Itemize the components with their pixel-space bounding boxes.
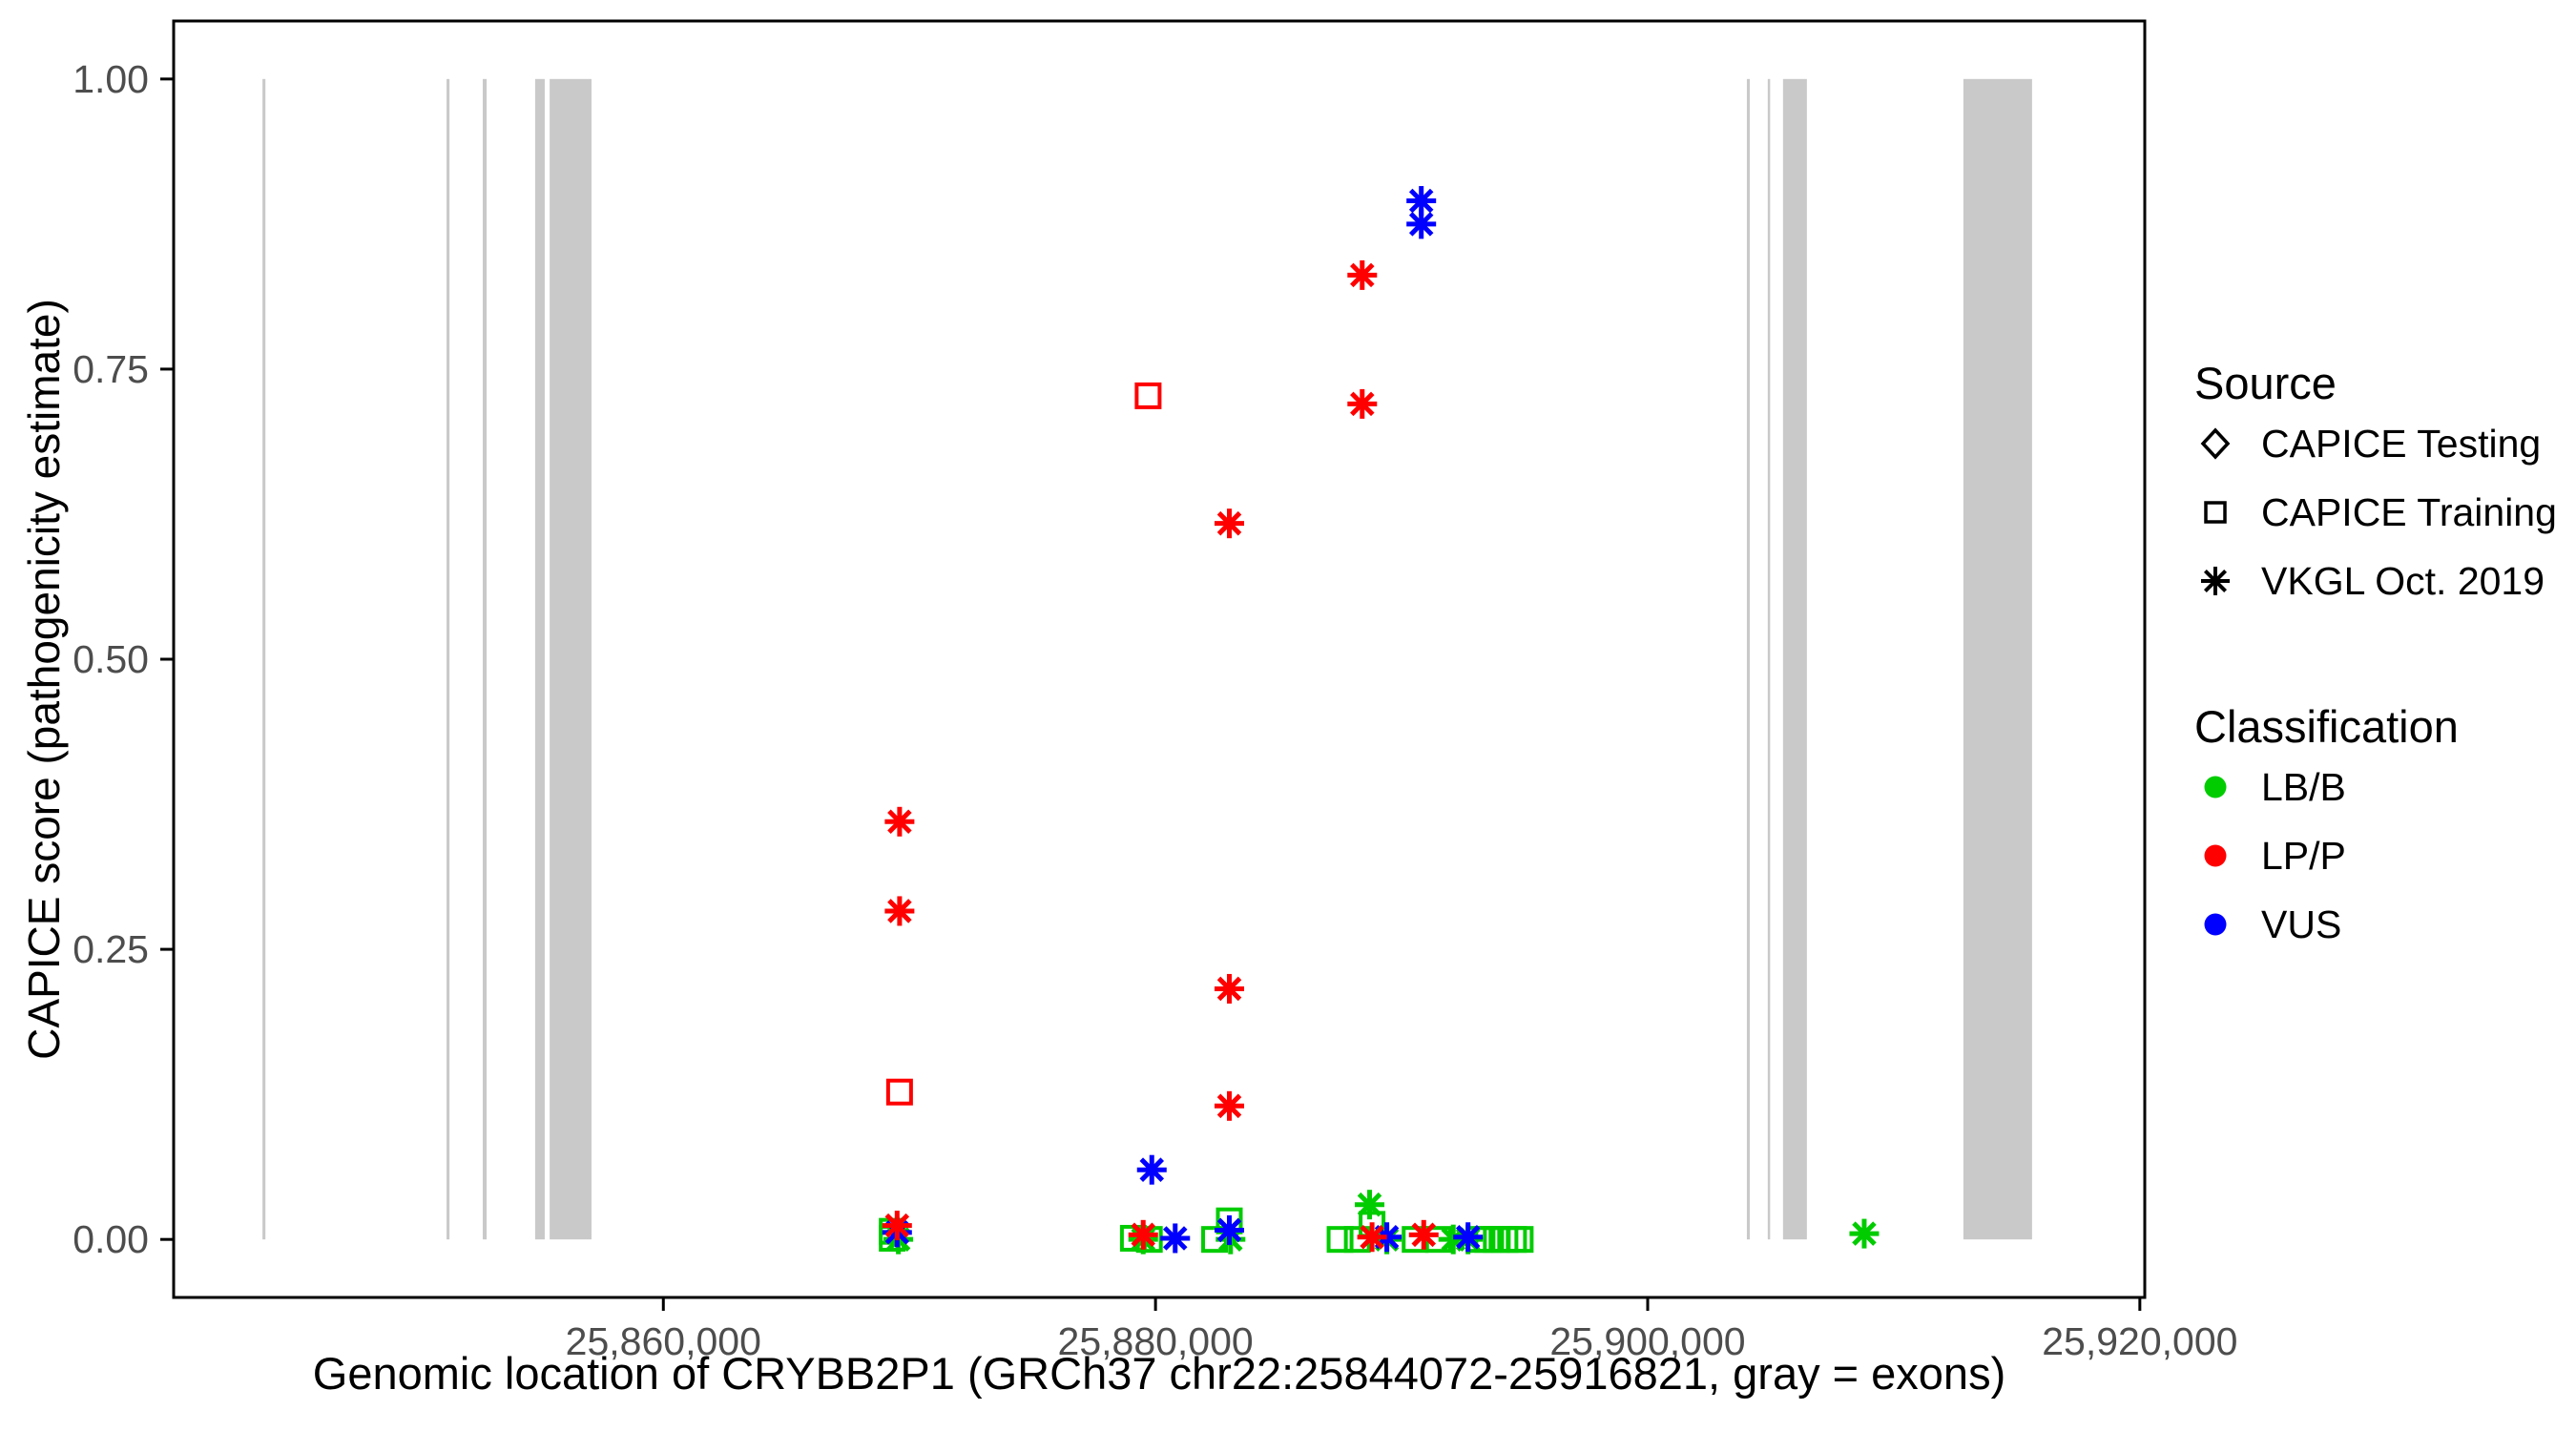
exon-bar (1782, 78, 1807, 1240)
square-icon (2204, 501, 2227, 524)
legend-classification-group: Classification LB/B LP/P VUS (2194, 701, 2572, 959)
green-dot-icon (2204, 776, 2227, 798)
diamond-icon (2200, 427, 2231, 460)
data-point (1453, 1222, 1484, 1253)
data-point (1326, 1226, 1354, 1254)
legend-item-label: LB/B (2261, 764, 2346, 809)
legend-source-title: Source (2194, 358, 2337, 408)
legend-source-group: Source CAPICE Testing CAPICE Training (2194, 358, 2572, 615)
data-point (885, 1078, 913, 1106)
blue-dot-icon (2204, 913, 2227, 936)
legend-item-lbb: LB/B (2194, 753, 2572, 821)
data-point (1215, 508, 1245, 539)
y-tick-label: 0.00 (73, 1217, 149, 1261)
exon-bar (1767, 78, 1771, 1240)
y-tick-label: 0.50 (73, 637, 149, 681)
data-point (1134, 382, 1162, 409)
exon-bar (1963, 78, 2032, 1240)
x-tick-label: 25,900,000 (1549, 1319, 1745, 1363)
exon-bar (550, 78, 592, 1240)
data-point (1347, 259, 1378, 290)
data-point (1849, 1218, 1880, 1249)
x-tick-label: 25,920,000 (2042, 1319, 2237, 1363)
legend: Source CAPICE Testing CAPICE Training (2194, 358, 2572, 959)
legend-item-label: VKGL Oct. 2019 (2261, 558, 2545, 603)
legend-item-vus: VUS (2194, 890, 2572, 959)
exon-bar (1746, 78, 1751, 1240)
legend-item-vkgl: VKGL Oct. 2019 (2194, 547, 2572, 615)
data-point (1128, 1219, 1158, 1250)
data-point (1136, 1154, 1167, 1185)
y-tick-label: 0.25 (73, 927, 149, 971)
data-point (1215, 973, 1245, 1004)
asterisk-icon (2201, 567, 2230, 595)
legend-item-capice-training: CAPICE Training (2194, 478, 2572, 547)
data-point (1506, 1226, 1534, 1254)
legend-classification-title: Classification (2194, 701, 2459, 752)
legend-item-label: LP/P (2261, 833, 2346, 878)
data-point (1406, 209, 1437, 239)
data-point (1160, 1223, 1191, 1254)
data-point (1355, 1190, 1385, 1220)
data-point (1491, 1226, 1519, 1254)
data-point (1408, 1219, 1439, 1250)
data-point (1347, 388, 1378, 419)
exon-bar (262, 78, 266, 1240)
exon-bar (534, 78, 545, 1240)
exon-bar (482, 78, 488, 1240)
data-point (884, 896, 915, 926)
data-point (1357, 1222, 1387, 1253)
data-point (1215, 1090, 1245, 1121)
data-point (1483, 1226, 1510, 1254)
data-point (1500, 1226, 1527, 1254)
legend-item-lpp: LP/P (2194, 821, 2572, 890)
data-point (1215, 1214, 1245, 1245)
x-tick-label: 25,880,000 (1058, 1319, 1254, 1363)
panel-border (172, 19, 2147, 1299)
red-dot-icon (2204, 844, 2227, 867)
legend-item-label: VUS (2261, 902, 2342, 946)
y-tick-label: 1.00 (73, 57, 149, 101)
data-point (884, 806, 915, 837)
legend-item-label: CAPICE Testing (2261, 421, 2542, 466)
legend-item-label: CAPICE Training (2261, 489, 2557, 534)
data-point (882, 1211, 912, 1241)
exon-bar (447, 78, 450, 1240)
x-tick-label: 25,860,000 (566, 1319, 761, 1363)
legend-item-capice-testing: CAPICE Testing (2194, 409, 2572, 478)
y-tick-label: 0.75 (73, 347, 149, 391)
x-axis-title: Genomic location of CRYBB2P1 (GRCh37 chr… (312, 1348, 2006, 1399)
